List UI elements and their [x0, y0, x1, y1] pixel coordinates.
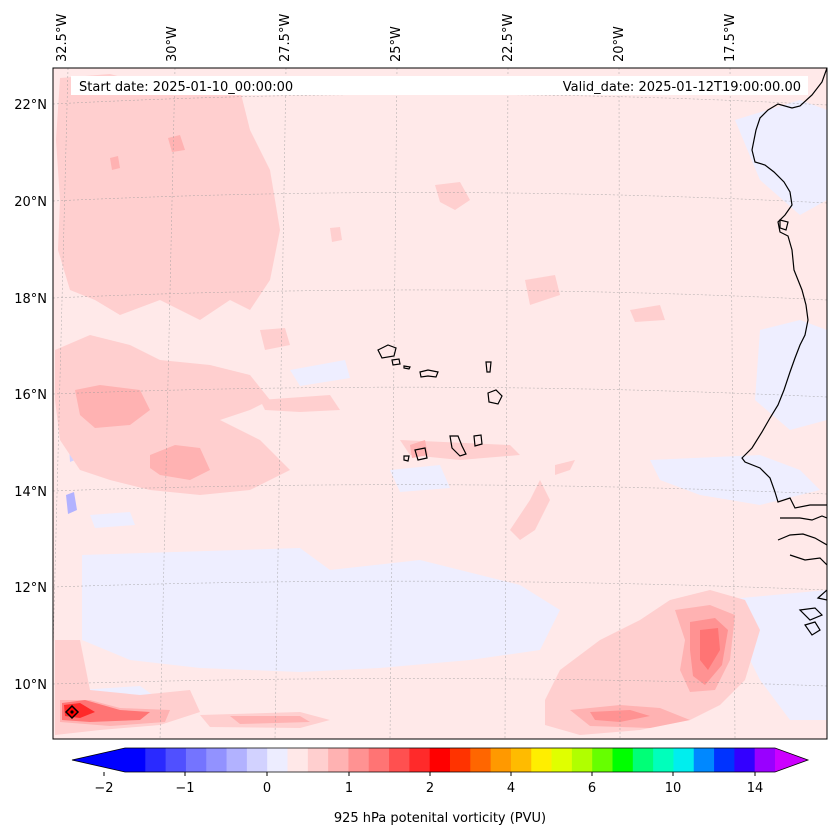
colorbar-cell — [653, 748, 674, 772]
colorbar-label: 925 hPa potenital vorticity (PVU) — [334, 811, 546, 826]
date-label-background — [71, 76, 808, 95]
cape-verde-santiago — [449, 435, 467, 457]
colorbar-tick-label: 14 — [747, 781, 764, 796]
map-frame — [52, 67, 828, 740]
lat-label: 22°N — [14, 98, 47, 113]
colorbar-cell — [226, 748, 248, 772]
latitude-labels: 22°N 20°N 18°N 16°N 14°N 12°N 10°N — [14, 98, 47, 693]
lon-label: 22.5°W — [501, 14, 516, 62]
colorbar-cell — [551, 748, 573, 772]
africa-coastline — [741, 68, 827, 509]
colorbar-cell — [673, 748, 695, 772]
colorbar-cells — [125, 748, 776, 772]
lat-label: 14°N — [14, 485, 47, 500]
colorbar-cell — [348, 748, 370, 772]
graticule — [53, 68, 827, 739]
lat-label: 16°N — [14, 388, 47, 403]
colorbar-cell — [125, 748, 146, 772]
colorbar-cell — [450, 748, 471, 772]
colorbar-cell — [632, 748, 654, 772]
coastlines — [377, 68, 827, 636]
start-date-label: Start date: 2025-01-10_00:00:00 — [79, 80, 293, 95]
lat-label: 12°N — [14, 581, 47, 596]
colorbar-cell — [328, 748, 349, 772]
colorbar-outline — [71, 747, 810, 773]
colorbar-tick-labels: −2 −1 0 1 2 4 6 10 14 — [94, 781, 763, 796]
cape-verde-sao-nicolau — [419, 369, 439, 378]
lat-label: 10°N — [14, 678, 47, 693]
cape-verde-fogo — [414, 447, 428, 461]
colorbar-cell — [714, 748, 735, 772]
lat-label: 20°N — [14, 195, 47, 210]
map-panel — [53, 68, 827, 739]
colorbar-cell — [368, 748, 390, 772]
valid-date-label: Valid_date: 2025-01-12T19:00:00.00 — [563, 80, 801, 95]
colorbar-cell — [165, 748, 187, 772]
colorbar-cell — [754, 748, 776, 772]
colorbar-cell — [612, 748, 634, 772]
colorbar-cell — [734, 748, 756, 772]
colorbar-cell — [409, 748, 431, 772]
colorbar-cell — [307, 748, 329, 772]
lon-label: 20°W — [612, 26, 627, 62]
colorbar-cell — [470, 748, 492, 772]
lon-label: 27.5°W — [278, 14, 293, 62]
colorbar-cell — [185, 748, 207, 772]
colorbar-cell — [571, 748, 593, 772]
colorbar-cell — [531, 748, 552, 772]
lon-label: 32.5°W — [55, 14, 70, 62]
colorbar-cell — [246, 748, 268, 772]
pv-maximum-marker — [64, 704, 80, 720]
colorbar-cell — [389, 748, 410, 772]
cape-verde-sal — [485, 361, 492, 373]
colorbar-tick-label: −1 — [175, 781, 194, 796]
colorbar-tick-label: 0 — [263, 781, 271, 796]
colorbar-cell — [287, 748, 309, 772]
colorbar-cell — [429, 748, 451, 772]
lon-label: 30°W — [165, 26, 180, 62]
colorbar-cell — [490, 748, 512, 772]
colorbar-cell — [267, 748, 288, 772]
longitude-labels: 32.5°W 30°W 27.5°W 25°W 22.5°W 20°W 17.5… — [55, 14, 738, 62]
colorbar-cell — [206, 748, 227, 772]
colorbar-ticks — [103, 772, 756, 776]
colorbar-tick-label: 10 — [665, 781, 682, 796]
cape-verde-sao-vicente — [391, 358, 401, 366]
colorbar-tick-label: −2 — [94, 781, 113, 796]
colorbar-tick-label: 2 — [426, 781, 434, 796]
cape-verde-boa-vista — [487, 389, 503, 405]
negative-pv-contours — [80, 100, 827, 720]
lon-label: 17.5°W — [723, 14, 738, 62]
colorbar-extend-high — [775, 748, 808, 772]
colorbar-tick-label: 6 — [588, 781, 596, 796]
lat-label: 18°N — [14, 292, 47, 307]
lon-label: 25°W — [389, 26, 404, 62]
cape-verde-brava — [403, 455, 410, 462]
cape-verde-maio — [473, 434, 483, 447]
colorbar-cell — [145, 748, 167, 772]
cape-verde-santo-antao — [377, 344, 397, 359]
colorbar-tick-label: 1 — [345, 781, 353, 796]
colorbar: −2 −1 0 1 2 4 6 10 14 925 hPa potenital … — [71, 747, 810, 826]
colorbar-cell — [693, 748, 715, 772]
colorbar-extend-low — [72, 748, 125, 772]
colorbar-cell — [592, 748, 613, 772]
colorbar-tick-label: 4 — [507, 781, 515, 796]
colorbar-cell — [510, 748, 532, 772]
